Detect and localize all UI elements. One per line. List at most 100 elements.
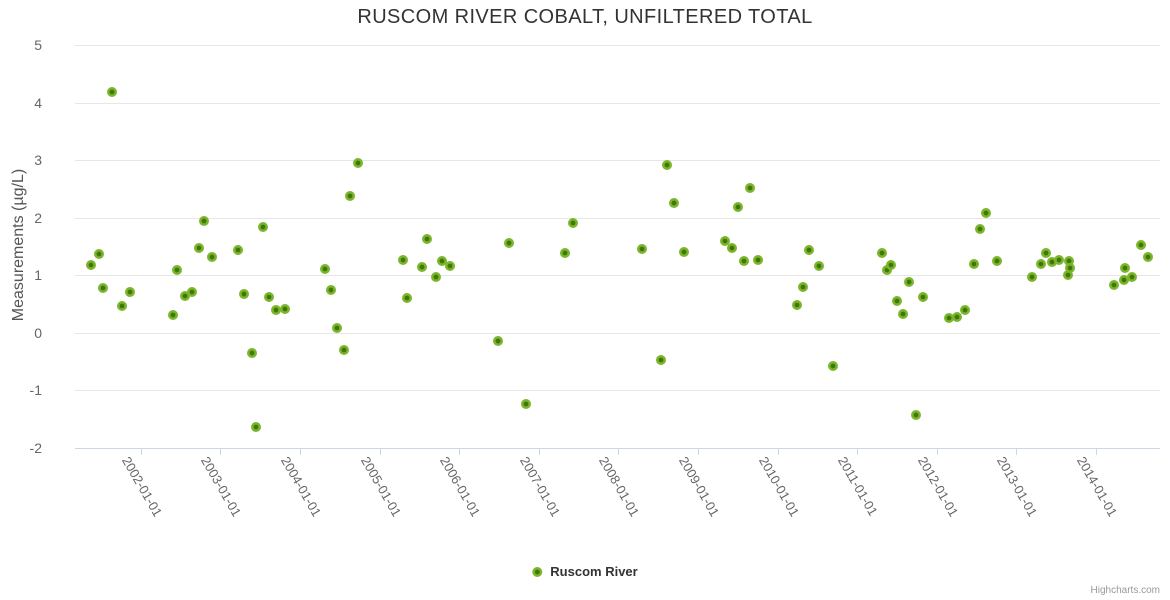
data-point[interactable] [436,256,447,267]
x-axis-tick [857,448,859,455]
data-point[interactable] [885,259,896,270]
data-point[interactable] [199,216,210,227]
data-point[interactable] [402,293,413,304]
data-point[interactable] [398,255,409,266]
data-point[interactable] [791,299,802,310]
data-point[interactable] [1063,256,1074,267]
data-point[interactable] [739,256,750,267]
data-point[interactable] [125,287,136,298]
data-point[interactable] [86,259,97,270]
data-point[interactable] [422,233,433,244]
data-point[interactable] [271,304,281,315]
data-point[interactable] [503,237,514,248]
data-point[interactable] [1063,270,1073,281]
data-point[interactable] [881,265,892,275]
data-point[interactable] [172,265,183,275]
data-point[interactable] [560,248,570,259]
data-point[interactable] [974,223,985,234]
data-point[interactable] [431,271,441,282]
data-point[interactable] [338,345,349,355]
data-point[interactable] [186,287,197,298]
data-point[interactable] [167,309,178,320]
data-point[interactable] [107,87,117,98]
data-point[interactable] [828,360,839,371]
data-point[interactable] [1047,256,1058,267]
data-point[interactable] [193,242,204,253]
data-point[interactable] [117,300,128,311]
data-point[interactable] [727,243,738,254]
data-point[interactable] [179,290,190,301]
data-point[interactable] [669,197,679,208]
data-point[interactable] [1135,239,1146,250]
data-point[interactable] [567,217,578,228]
data-point[interactable] [798,281,808,292]
data-point[interactable] [345,191,355,202]
data-point[interactable] [1036,258,1046,269]
data-point[interactable] [1065,263,1076,274]
data-point[interactable] [319,264,330,275]
data-point[interactable] [898,308,909,319]
x-axis-label: 2010-01-01 [755,453,802,519]
x-axis-tick [618,448,620,455]
data-point[interactable] [944,312,955,323]
data-point[interactable] [247,347,258,358]
data-point[interactable] [444,260,455,271]
data-point[interactable] [232,245,243,256]
data-point[interactable] [239,288,250,299]
data-point[interactable] [493,336,504,347]
legend-item-ruscom-river[interactable]: Ruscom River [532,564,638,579]
y-axis-label: 5 [34,36,42,53]
data-point[interactable] [521,399,531,410]
grid-line [75,332,1160,334]
data-point[interactable] [325,285,336,296]
x-axis-tick [1095,448,1097,455]
data-point[interactable] [1040,248,1051,259]
data-point[interactable] [959,305,970,316]
data-point[interactable] [918,292,929,302]
data-point[interactable] [258,221,269,232]
data-point[interactable] [745,183,756,194]
data-point[interactable] [1027,271,1038,282]
data-point[interactable] [263,292,274,302]
data-point[interactable] [93,248,104,259]
x-axis-line [75,447,1160,449]
highcharts-credits-link[interactable]: Highcharts.com [1090,585,1160,596]
data-point[interactable] [903,277,914,288]
data-point[interactable] [1054,255,1065,266]
data-point[interactable] [732,201,743,212]
x-axis-label: 2008-01-01 [596,453,643,519]
data-point[interactable] [97,282,108,293]
grid-line [75,102,1160,104]
data-point[interactable] [416,262,427,273]
x-axis-label: 2003-01-01 [198,453,245,519]
data-point[interactable] [1142,252,1153,263]
data-point[interactable] [753,255,764,266]
data-point[interactable] [876,248,887,259]
data-point[interactable] [637,244,648,255]
data-point[interactable] [1109,279,1120,290]
data-point[interactable] [661,160,672,171]
data-point[interactable] [251,421,262,432]
data-point[interactable] [951,311,962,322]
data-point[interactable] [331,322,342,333]
data-point[interactable] [911,410,921,420]
x-axis-tick [379,448,381,455]
data-point[interactable] [655,354,666,365]
data-point[interactable] [720,235,730,246]
data-point[interactable] [678,247,689,258]
data-point[interactable] [1120,263,1131,274]
data-point[interactable] [804,245,815,256]
data-point[interactable] [1126,271,1137,282]
x-axis-label: 2013-01-01 [994,453,1041,519]
y-axis-label: 1 [34,267,42,284]
data-point[interactable] [992,256,1003,267]
data-point[interactable] [279,304,290,315]
data-point[interactable] [969,258,980,269]
data-point[interactable] [206,252,217,263]
data-point[interactable] [1118,274,1129,285]
data-point[interactable] [891,295,902,306]
data-point[interactable] [353,157,363,168]
data-point[interactable] [813,260,824,271]
data-point[interactable] [981,208,992,218]
